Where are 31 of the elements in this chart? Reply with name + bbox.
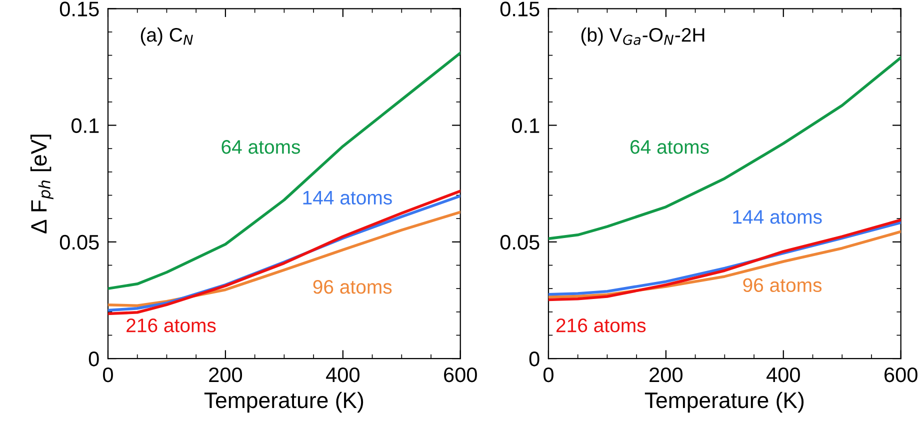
x-tick-label: 400 — [766, 367, 800, 382]
series-label: 144 atoms — [733, 210, 822, 224]
x-tick-label: 600 — [444, 367, 477, 382]
y-tick-label: 0.1 — [512, 118, 540, 134]
text: (b) V$_{Ga}$-O$_{N}$-2H — [581, 27, 704, 46]
series-label: 96 atoms — [313, 280, 392, 294]
x-axis-title: Temperature (K) — [204, 392, 364, 413]
series-label: 216 atoms — [126, 318, 216, 332]
y-tick-label: 0.05 — [60, 234, 99, 250]
series-label: 64 atoms — [222, 140, 300, 154]
x-tick-label: 0 — [543, 367, 554, 382]
x-tick-label: 400 — [326, 367, 360, 382]
y-tick-label: 0.15 — [60, 2, 99, 16]
series-label: 96 atoms — [743, 278, 822, 292]
x-tick-label: 200 — [209, 367, 242, 382]
y-axis-title: Δ F$_{ph}$ [eV] — [30, 134, 54, 234]
y-tick-label: 0 — [88, 352, 99, 366]
series-label: 216 atoms — [556, 318, 646, 332]
x-tick-label: 0 — [103, 367, 113, 382]
y-tick-label: 0.15 — [500, 2, 540, 16]
x-tick-label: 200 — [650, 367, 682, 382]
series-label: 144 atoms — [303, 190, 392, 205]
line-series — [108, 210, 460, 307]
y-tick-label: 0.1 — [72, 118, 99, 134]
y-tick-label: 0.05 — [500, 234, 540, 250]
x-tick-label: 600 — [884, 367, 918, 382]
text: (a) C$_{N}$ — [140, 27, 193, 46]
series-label: 64 atoms — [630, 140, 709, 154]
line-series — [548, 56, 901, 240]
y-tick-label: 0 — [529, 352, 540, 366]
x-axis-title: Temperature (K) — [644, 392, 804, 413]
